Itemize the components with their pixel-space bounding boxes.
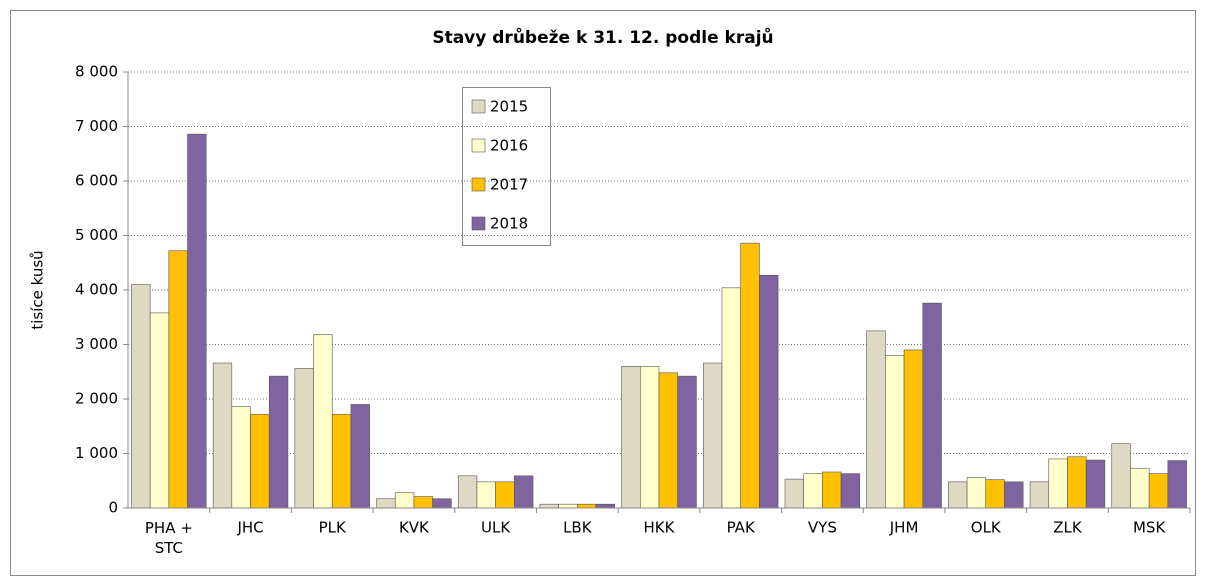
bar bbox=[677, 375, 697, 509]
bar bbox=[268, 375, 289, 509]
bar bbox=[294, 368, 314, 509]
x-tick-label: VYS bbox=[808, 519, 837, 537]
x-tick-label: ZLK bbox=[1053, 519, 1083, 537]
bar bbox=[759, 274, 779, 509]
x-tick-label: PHA + STC bbox=[145, 519, 193, 557]
bar bbox=[840, 473, 861, 509]
legend-label: 2015 bbox=[490, 98, 528, 116]
bar bbox=[1130, 467, 1150, 509]
bar bbox=[1029, 481, 1050, 509]
bar bbox=[577, 503, 597, 509]
y-tick-label: 8 000 bbox=[75, 63, 118, 81]
legend-swatch bbox=[471, 216, 486, 231]
x-tick-label: LBK bbox=[563, 519, 593, 537]
x-tick-label: PAK bbox=[727, 519, 756, 537]
bar bbox=[495, 481, 515, 509]
x-tick-label: MSK bbox=[1133, 519, 1166, 537]
y-tick-label: 4 000 bbox=[75, 281, 118, 299]
bar bbox=[187, 133, 207, 509]
bar bbox=[1167, 460, 1187, 509]
bar bbox=[885, 355, 905, 509]
y-tick-label: 3 000 bbox=[75, 335, 118, 353]
bar bbox=[803, 473, 823, 509]
bar bbox=[432, 498, 452, 509]
bar bbox=[1048, 458, 1068, 509]
bar bbox=[639, 365, 660, 509]
bar bbox=[1085, 459, 1106, 509]
bar bbox=[514, 475, 534, 509]
y-tick-label: 6 000 bbox=[75, 172, 118, 190]
legend-label: 2017 bbox=[490, 176, 528, 194]
bar bbox=[413, 496, 433, 509]
y-tick-label: 1 000 bbox=[75, 444, 118, 462]
bar bbox=[948, 481, 968, 509]
bar bbox=[1067, 456, 1087, 509]
legend-swatch bbox=[471, 177, 486, 192]
bar bbox=[457, 475, 478, 509]
bar bbox=[966, 477, 987, 509]
bar bbox=[822, 471, 842, 509]
x-tick-label: JHM bbox=[889, 519, 919, 537]
bar bbox=[376, 498, 396, 509]
x-tick-label: PLK bbox=[319, 519, 347, 537]
bar bbox=[658, 372, 679, 509]
legend-label: 2018 bbox=[490, 215, 528, 233]
bar bbox=[1004, 481, 1024, 509]
bar bbox=[212, 362, 233, 509]
x-tick-label: JHC bbox=[236, 519, 263, 537]
bar bbox=[558, 503, 578, 509]
bar bbox=[168, 250, 188, 509]
bar bbox=[595, 503, 616, 509]
bar bbox=[740, 242, 760, 509]
bar bbox=[476, 481, 496, 509]
bar bbox=[784, 478, 804, 509]
bar bbox=[1148, 473, 1169, 509]
bar bbox=[331, 413, 352, 509]
y-tick-label: 7 000 bbox=[75, 117, 118, 135]
bar bbox=[621, 365, 641, 509]
bar bbox=[350, 404, 370, 509]
bar bbox=[394, 492, 415, 509]
y-tick-label: 0 bbox=[108, 499, 118, 517]
legend-swatch bbox=[471, 138, 486, 153]
x-tick-label: HKK bbox=[644, 519, 676, 537]
x-tick-label: OLK bbox=[971, 519, 1002, 537]
bar bbox=[721, 287, 741, 509]
bar bbox=[131, 284, 151, 509]
bar bbox=[866, 330, 886, 509]
legend-swatch bbox=[471, 99, 486, 114]
bar bbox=[1111, 443, 1131, 509]
chart-title: Stavy drůbeže k 31. 12. podle krajů bbox=[432, 26, 773, 48]
bar bbox=[149, 312, 170, 509]
legend-label: 2016 bbox=[490, 137, 528, 155]
y-axis-label: tisíce kusů bbox=[29, 250, 47, 329]
x-tick-label: ULK bbox=[481, 519, 511, 537]
y-tick-label: 5 000 bbox=[75, 226, 118, 244]
bar bbox=[702, 362, 723, 509]
bar bbox=[231, 406, 251, 509]
bar bbox=[985, 479, 1005, 509]
bar bbox=[539, 503, 559, 509]
bar bbox=[250, 413, 270, 509]
y-tick-label: 2 000 bbox=[75, 390, 118, 408]
bar bbox=[903, 349, 924, 509]
bar bbox=[922, 302, 942, 509]
x-tick-label: KVK bbox=[399, 519, 430, 537]
bar bbox=[313, 334, 333, 509]
